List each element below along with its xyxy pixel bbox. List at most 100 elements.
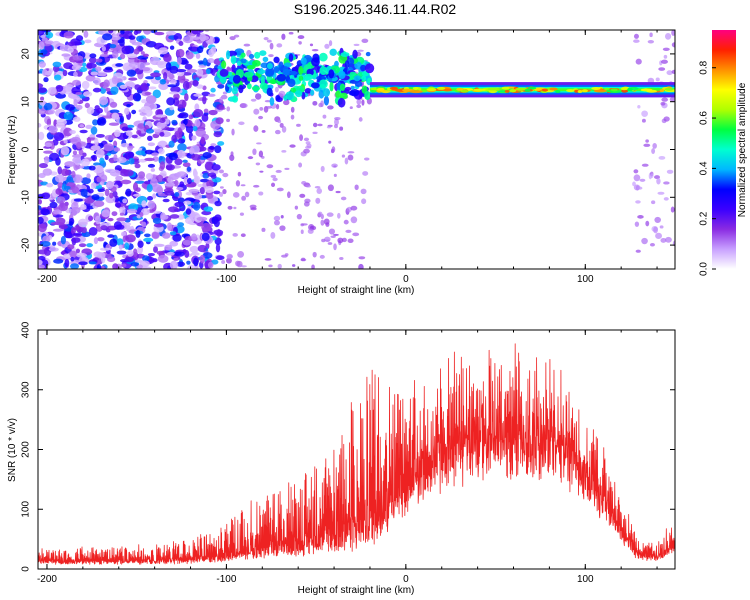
noise-speckle [632,181,636,187]
noise-speckle [327,105,334,110]
noise-speckle [192,125,198,132]
noise-speckle [92,119,99,126]
noise-speckle [77,218,88,228]
noise-speckle [217,84,225,89]
noise-speckle [82,152,87,157]
noise-speckle [58,202,68,212]
noise-speckle [202,35,210,41]
noise-speckle [204,161,214,171]
noise-speckle [309,43,314,47]
noise-speckle [156,121,166,129]
noise-speckle [172,233,182,242]
noise-speckle [140,106,152,113]
noise-speckle [86,62,97,69]
noise-speckle [109,44,117,49]
noise-speckle [104,134,115,141]
noise-speckle [73,198,84,202]
noise-speckle [168,140,175,148]
noise-speckle [72,116,81,122]
noise-speckle [165,164,175,171]
noise-speckle [132,92,142,102]
signal-blob [283,95,288,101]
noise-speckle [155,174,164,183]
noise-speckle [150,30,158,34]
noise-speckle [215,255,225,261]
noise-speckle [91,194,100,201]
noise-speckle [38,259,43,266]
noise-speckle [39,99,46,106]
noise-speckle [110,86,119,95]
noise-speckle [119,33,124,37]
signal-blob [251,85,261,92]
noise-speckle [176,186,184,191]
noise-speckle [95,66,102,72]
signal-hotspot [577,89,583,93]
noise-speckle [86,106,95,115]
noise-speckle [275,169,282,173]
noise-speckle [107,256,116,263]
noise-speckle [330,235,336,238]
signal-blob [349,71,357,77]
noise-speckle [671,42,675,48]
signal-blob [349,89,360,97]
noise-speckle [67,41,76,47]
noise-speckle [182,159,188,163]
noise-speckle [124,107,130,115]
noise-speckle [65,104,76,111]
noise-speckle [637,186,643,190]
noise-speckle [67,244,75,250]
signal-hotspot [515,87,528,91]
noise-speckle [191,30,201,35]
signal-hotspot [488,90,497,94]
noise-speckle [303,137,310,142]
noise-speckle [128,77,138,81]
noise-speckle [207,58,215,64]
noise-speckle [108,30,114,34]
noise-speckle [240,184,246,187]
signal-hotspot [456,87,464,91]
noise-speckle [266,164,274,169]
noise-speckle [219,192,224,197]
noise-speckle [184,249,190,258]
signal-hotspot [542,88,549,92]
noise-speckle [174,251,185,257]
signal-blob [335,90,341,98]
signal-blob [221,60,227,69]
noise-speckle [44,142,53,148]
noise-speckle [38,61,46,68]
noise-speckle [193,109,204,118]
snr-y-tick-label: 200 [21,441,32,458]
signal-hotspot [389,86,398,90]
noise-speckle [350,216,358,224]
noise-speckle [325,239,330,242]
signal-blob [354,81,363,87]
noise-speckle [192,79,199,87]
noise-speckle [90,71,99,76]
signal-blob [228,71,233,77]
noise-speckle [46,118,52,127]
noise-speckle [71,170,76,179]
noise-speckle [82,62,87,67]
noise-speckle [222,172,229,178]
noise-speckle [156,250,165,255]
noise-speckle [666,169,674,174]
spectrogram-y-label: Frequency (Hz) [7,116,18,185]
noise-speckle [38,83,44,89]
noise-speckle [238,121,245,126]
noise-speckle [88,215,94,222]
noise-speckle [145,172,154,180]
noise-speckle [195,53,201,59]
noise-speckle [189,46,199,52]
noise-speckle [137,240,144,248]
noise-speckle [650,173,654,178]
noise-speckle [176,48,185,58]
noise-speckle [85,74,96,82]
noise-speckle [103,143,115,152]
noise-speckle [52,241,57,246]
noise-speckle [44,40,54,45]
noise-speckle [259,107,264,111]
noise-speckle [119,39,125,47]
noise-speckle [38,216,44,224]
noise-speckle [63,62,73,70]
noise-speckle [268,264,273,268]
